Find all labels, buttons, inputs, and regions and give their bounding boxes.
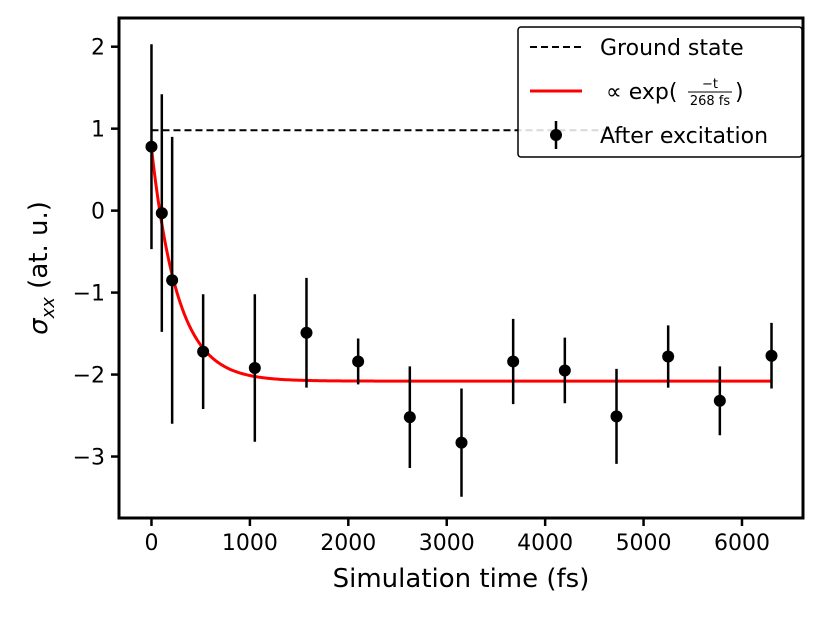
y-tick-label: 0 (91, 200, 105, 225)
y-axis-subscript: xx (38, 297, 59, 320)
x-tick-label: 3000 (419, 531, 475, 556)
y-tick-label: −2 (73, 364, 105, 389)
data-point (610, 410, 623, 423)
legend-excitation-label: After excitation (600, 124, 768, 149)
legend-fit-numerator: −t (702, 77, 718, 92)
y-tick-label: 1 (91, 118, 105, 143)
data-point (155, 207, 168, 220)
data-point (507, 355, 520, 368)
x-tick-label: 6000 (714, 531, 770, 556)
legend-fit-prefix: ∝ exp( (606, 80, 677, 105)
data-point (197, 345, 210, 358)
data-point (300, 326, 313, 339)
data-point (145, 140, 158, 153)
y-axis-title: σxx (at. u.) (24, 201, 59, 335)
data-point (765, 349, 778, 362)
x-axis-title: Simulation time (fs) (333, 564, 590, 594)
plot-area (145, 44, 778, 497)
y-axis-symbol: σ (24, 317, 54, 335)
x-tick-label: 5000 (616, 531, 672, 556)
legend-ground-state-label: Ground state (600, 36, 744, 61)
data-point (352, 355, 365, 368)
data-point (166, 274, 179, 287)
data-point (558, 364, 571, 377)
plot-frame (117, 16, 805, 520)
data-point (403, 411, 416, 424)
y-tick-label: −3 (73, 446, 105, 471)
data-point (248, 362, 261, 374)
legend-excitation-marker (550, 129, 562, 141)
x-tick-label: 2000 (320, 531, 376, 556)
y-tick-label: 2 (91, 36, 105, 61)
legend-fit-denominator: 268 fs (690, 94, 731, 109)
legend-box (517, 26, 803, 158)
data-point (662, 350, 675, 363)
data-point (713, 394, 726, 407)
y-axis-unit: (at. u.) (24, 201, 54, 297)
x-tick-label: 1000 (222, 531, 278, 556)
x-tick-label: 4000 (517, 531, 573, 556)
exp-fit-curve (149, 148, 773, 383)
y-tick-label: −1 (73, 282, 105, 307)
legend-fit-suffix: ) (735, 80, 744, 105)
x-tick-label: 0 (144, 531, 158, 556)
data-point (455, 436, 468, 449)
